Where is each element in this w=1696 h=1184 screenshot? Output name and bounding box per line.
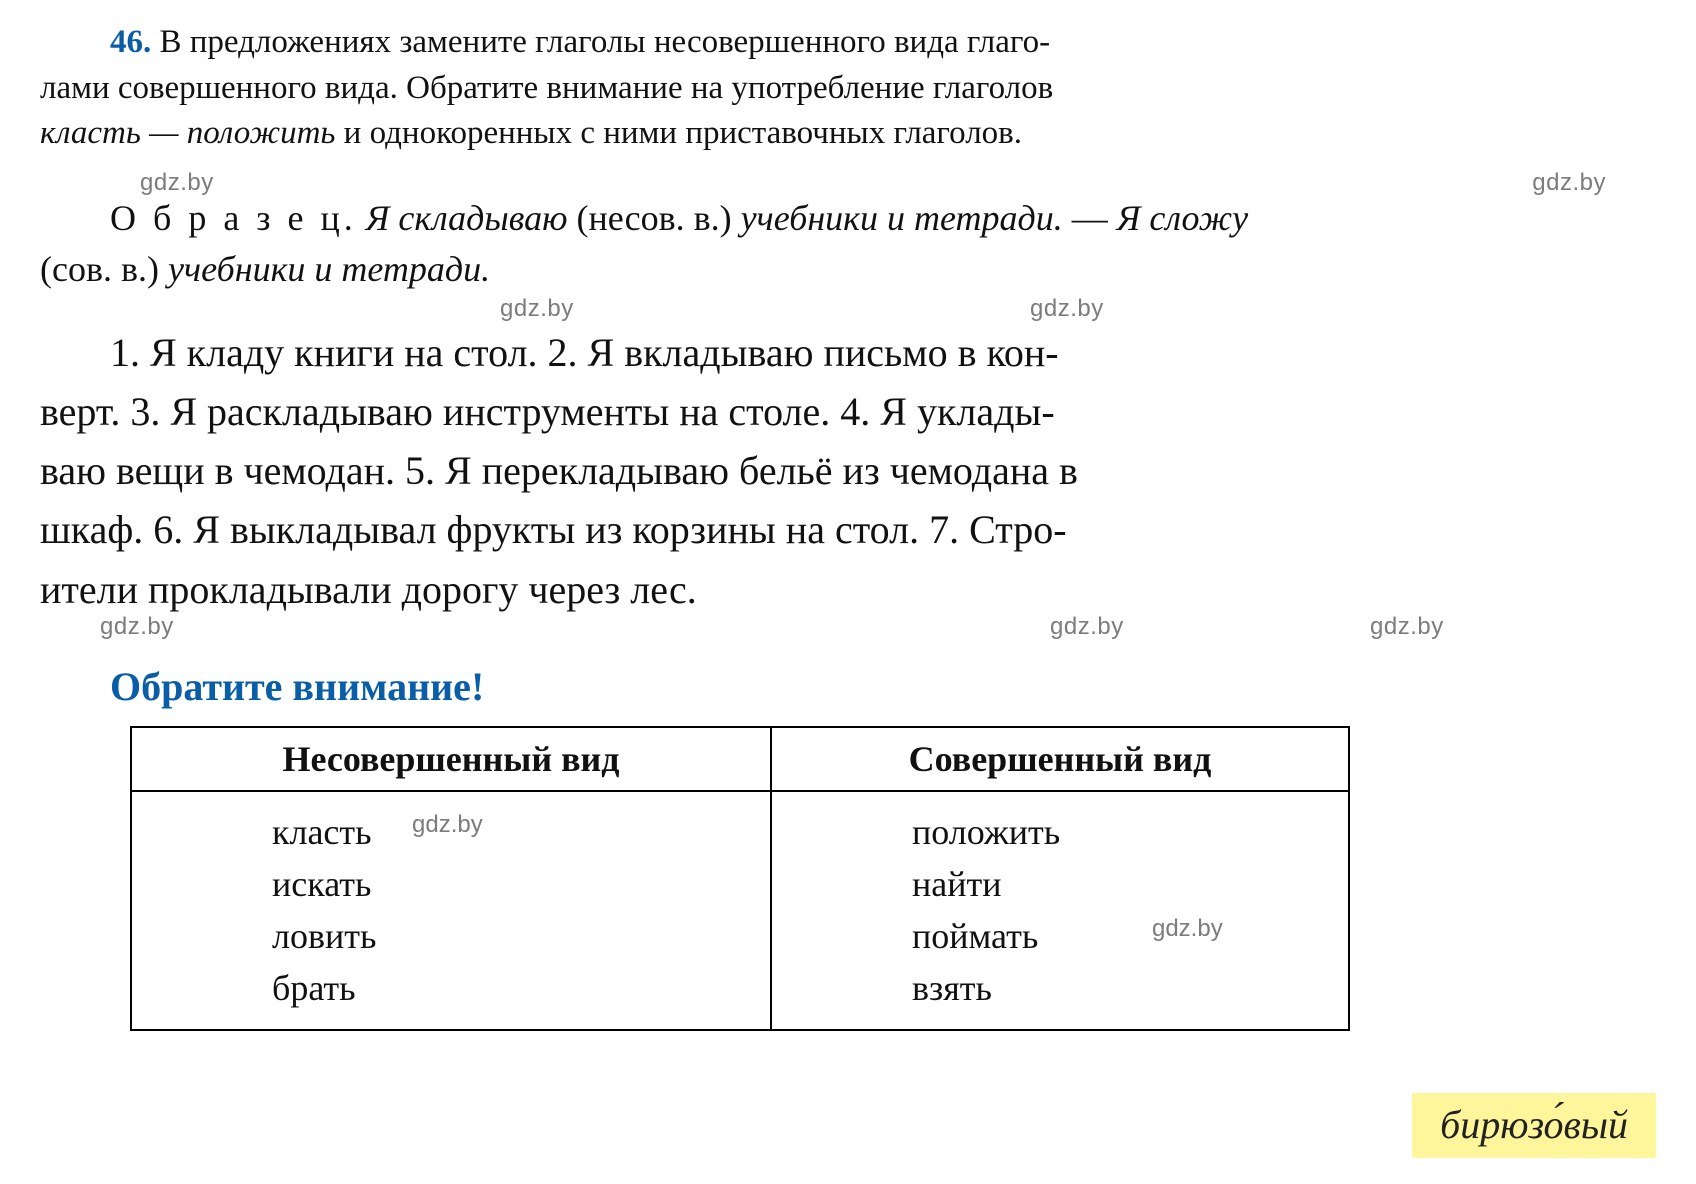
verb-left-0: класть: [272, 812, 372, 852]
example-part2a: Я сложу: [1117, 198, 1248, 238]
verb-right-3: взять: [912, 968, 992, 1008]
example-tail2: учебники и тетради.: [159, 249, 490, 289]
table-cell-left: gdz.by класть искать ловить брать: [131, 791, 771, 1030]
instruction-italic: класть — положить: [40, 115, 335, 151]
watermark: gdz.by: [1370, 613, 1444, 641]
example-paren1: (несов. в.): [567, 198, 731, 238]
watermark-row-1: gdz.by gdz.by: [40, 169, 1656, 199]
body-t2: вкладываю письмо в кон-: [614, 330, 1058, 375]
body-l2: верт. 3. Я раскладываю инструменты на ст…: [40, 389, 1055, 434]
watermark: gdz.by: [1532, 169, 1606, 197]
example-paren2: (сов. в.): [40, 249, 159, 289]
watermark-row-3: gdz.by gdz.by gdz.by: [40, 613, 1656, 647]
exercise-body: 1. Я кладу книги на стол. 2. Я вкладываю…: [40, 323, 1656, 619]
body-t1: 1. Я кладу книги на стол. 2. Я: [110, 330, 614, 375]
watermark: gdz.by: [1030, 295, 1104, 323]
example-label: О б р а з е ц.: [110, 198, 357, 238]
table-header-right: Совершенный вид: [771, 727, 1349, 791]
watermark: gdz.by: [412, 808, 483, 843]
table-header-row: Несовершенный вид Совершенный вид: [131, 727, 1349, 791]
watermark: gdz.by: [140, 169, 214, 197]
watermark-row-2: gdz.by gdz.by: [40, 295, 1656, 329]
body-l4: шкаф. 6. Я выкладывал фрукты из корзины …: [40, 507, 1067, 552]
example-dash: —: [1063, 198, 1117, 238]
vocab-highlight: бирюзо́вый: [1412, 1093, 1656, 1158]
table-header-left: Несовершенный вид: [131, 727, 771, 791]
watermark: gdz.by: [100, 613, 174, 641]
instruction-text-1: В предложениях замените глаголы несоверш…: [151, 24, 1050, 60]
table-cell-right: gdz.by положить найти поймать взять: [771, 791, 1349, 1030]
verb-right-2: поймать: [912, 916, 1038, 956]
exercise-page: 46. В предложениях замените глаголы несо…: [0, 0, 1696, 1051]
example-paragraph: О б р а з е ц. Я складываю (несов. в.) у…: [40, 193, 1656, 295]
instruction-text-2: лами совершенного вида. Обратите внимани…: [40, 70, 1053, 106]
verb-left-3: брать: [272, 968, 356, 1008]
attention-heading: Обратите внимание!: [110, 663, 1656, 710]
example-tail1: учебники и тетради.: [732, 198, 1063, 238]
instruction-text-3: и однокоренных с ними приставочных глаго…: [335, 115, 1022, 151]
body-l5: ители прокладывали дорогу через лес.: [40, 567, 697, 612]
verb-left-2: ловить: [272, 916, 376, 956]
watermark: gdz.by: [1152, 912, 1223, 947]
verb-right-0: положить: [912, 812, 1060, 852]
table-row: gdz.by класть искать ловить брать gdz.by…: [131, 791, 1349, 1030]
watermark: gdz.by: [500, 295, 574, 323]
verb-left-1: искать: [272, 864, 371, 904]
example-part1: Я складываю: [357, 198, 568, 238]
vocab-word: бирюзо́вый: [1440, 1102, 1628, 1147]
body-l3: ваю вещи в чемодан. 5. Я перекладываю бе…: [40, 448, 1078, 493]
aspect-table: Несовершенный вид Совершенный вид gdz.by…: [130, 726, 1350, 1031]
verb-right-1: найти: [912, 864, 1002, 904]
watermark: gdz.by: [1050, 613, 1124, 641]
exercise-number: 46.: [110, 24, 151, 60]
instruction-paragraph: 46. В предложениях замените глаголы несо…: [40, 20, 1656, 157]
